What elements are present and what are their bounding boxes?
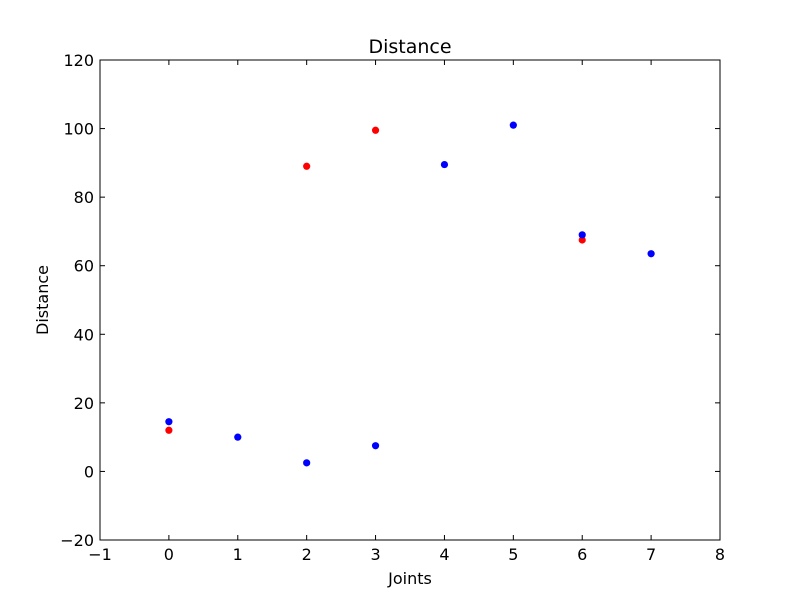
x-tick-label: 1 [233, 545, 243, 564]
x-tick-label: 3 [370, 545, 380, 564]
scatter-point-series-1 [234, 433, 242, 441]
x-tick-label: 2 [302, 545, 312, 564]
scatter-point-series-0 [371, 126, 380, 134]
ticks-layer: −1 0 1 2 3 4 5 6 7 8 −20 0 20 40 60 80 100 120 [60, 51, 725, 564]
x-tick-label: 8 [715, 545, 725, 564]
y-axis-label: Distance [33, 265, 52, 335]
y-tick-label: 60 [74, 257, 94, 276]
scatter-point-series-0 [165, 426, 173, 434]
scatter-point-series-1 [303, 459, 311, 467]
y-tick-label: 0 [84, 462, 94, 481]
scatter-point-series-1 [165, 418, 173, 426]
x-tick-label: 4 [439, 545, 449, 564]
y-tick-label: −20 [60, 531, 94, 550]
plot-frame [99, 59, 721, 541]
scatter-point-series-1 [371, 442, 380, 450]
y-tick-label: 20 [74, 394, 94, 413]
y-tick-label: 100 [63, 120, 94, 139]
scatter-point-series-0 [578, 236, 586, 244]
y-tick-label: 40 [74, 325, 94, 344]
y-tick-label: 80 [74, 188, 94, 207]
scatter-point-series-1 [578, 231, 586, 239]
x-tick-label: 5 [508, 545, 518, 564]
x-tick-label: 6 [577, 545, 587, 564]
scatter-point-series-1 [440, 160, 449, 169]
x-tick-label: −1 [88, 545, 112, 564]
y-tick-label: 120 [63, 51, 94, 70]
x-axis-label: Joints [387, 569, 432, 588]
chart-title: Distance [368, 36, 451, 58]
points-layer [165, 121, 655, 467]
scatter-point-series-1 [647, 250, 655, 258]
x-tick-label: 0 [164, 545, 174, 564]
x-tick-label: 7 [646, 545, 656, 564]
scatter-point-series-1 [509, 121, 517, 129]
scatter-point-series-0 [303, 162, 311, 170]
